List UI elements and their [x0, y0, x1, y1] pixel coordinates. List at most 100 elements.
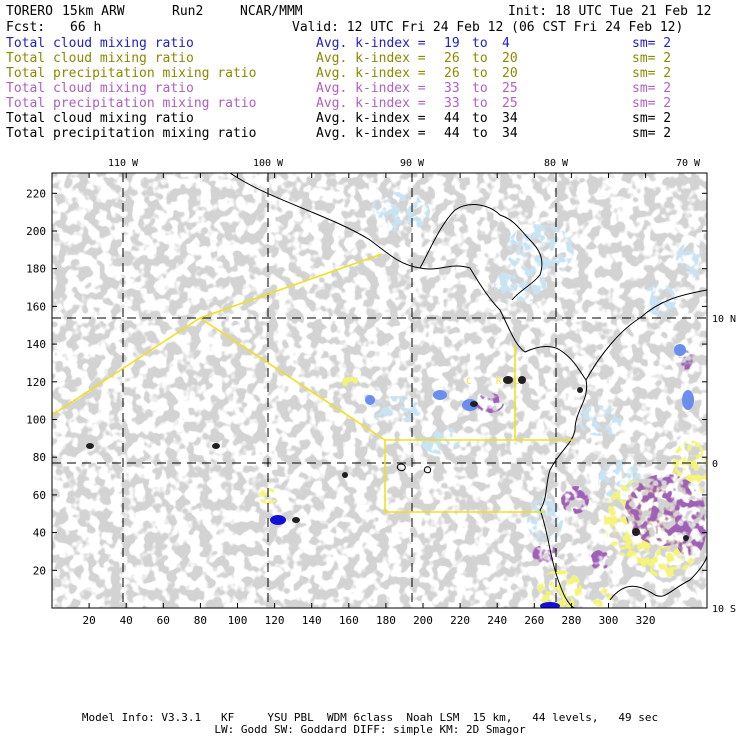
x-tick-label: 60 [157, 614, 170, 627]
y-tick-label: 100 [26, 414, 46, 427]
legend-to: to [472, 51, 488, 66]
x-tick-label: 240 [487, 614, 507, 627]
purple-patch [531, 545, 559, 565]
legend-k-to: 34 [502, 111, 518, 126]
legend-to: to [472, 96, 488, 111]
black-cloud-core [577, 387, 583, 393]
y-tick-label: 40 [33, 527, 46, 540]
axis-labels: C R C20 40 60 80 100 120 140 160 180 200 220 240 260 28… [26, 158, 736, 627]
purple-patch [674, 502, 706, 558]
blue-patch [682, 390, 694, 410]
yellow-patch [538, 570, 582, 608]
blue-patch [270, 515, 286, 525]
y-tick-label: 60 [33, 489, 46, 502]
coast-segment [229, 173, 588, 608]
x-tick-label: 180 [376, 614, 396, 627]
black-cloud-core [342, 472, 348, 478]
legend-smoothing: sm= 2 [632, 36, 672, 51]
legend-k-to: 34 [502, 126, 518, 141]
black-cloud-core [683, 535, 689, 541]
legend-k-to: 20 [502, 66, 518, 81]
fcst-label: Fcst: [6, 20, 46, 35]
legend-k-label: Avg. k-index = [316, 111, 426, 126]
longitude-label: 110 W [108, 158, 139, 169]
legend-field-name: Total cloud mixing ratio [6, 111, 194, 126]
longitude-label: 90 W [400, 158, 425, 169]
legend-smoothing: sm= 2 [632, 126, 672, 141]
purple-patch [476, 393, 504, 413]
run-label: Run2 [172, 4, 204, 19]
blue-patch [674, 344, 686, 356]
legend-smoothing: sm= 2 [632, 96, 672, 111]
lat-lon-grid [52, 173, 707, 608]
model-name: TORERO [6, 4, 53, 19]
legend-k-from: 44 [444, 126, 460, 141]
x-tick-label: 300 [599, 614, 619, 627]
legend-k-label: Avg. k-index = [316, 96, 426, 111]
legend-field-name: Total cloud mixing ratio [6, 51, 194, 66]
black-cloud-core [86, 443, 94, 449]
coast-segment [397, 463, 406, 472]
coast-segment [609, 554, 707, 601]
init-time: Init: 18 UTC Tue 21 Feb 12 [508, 4, 712, 19]
legend-field-name: Total cloud mixing ratio [6, 36, 194, 51]
coast-segment [419, 204, 543, 301]
light-blue-patch [494, 267, 546, 303]
y-tick-label: 200 [26, 225, 46, 238]
legend-field-name: Total cloud mixing ratio [6, 81, 194, 96]
black-cloud-core [292, 517, 300, 523]
gray-cloud-cover [52, 173, 707, 608]
blue-patch [433, 390, 447, 400]
yellow-patch [342, 376, 358, 388]
x-tick-label: 280 [561, 614, 581, 627]
light-blue-patch [527, 496, 563, 544]
y-tick-label: 180 [26, 263, 46, 276]
map-fields [52, 173, 707, 608]
legend-k-to: 4 [502, 36, 510, 51]
longitude-label: 80 W [544, 158, 569, 169]
y-tick-label: 160 [26, 300, 46, 313]
legend-k-label: Avg. k-index = [316, 126, 426, 141]
legend-k-label: Avg. k-index = [316, 36, 426, 51]
black-cloud-core [212, 443, 220, 449]
legend-k-label: Avg. k-index = [316, 66, 426, 81]
legend-k-from: 33 [444, 81, 460, 96]
fcst-value: 66 h [70, 20, 102, 35]
legend-to: to [472, 66, 488, 81]
x-tick-label: 140 [302, 614, 322, 627]
legend-smoothing: sm= 2 [632, 111, 672, 126]
legend-field-name: Total precipitation mixing ratio [6, 66, 257, 81]
legend-field-name: Total precipitation mixing ratio [6, 96, 257, 111]
x-tick-label: 220 [450, 614, 470, 627]
valid-time: Valid: 12 UTC Fri 24 Feb 12 (06 CST Fri … [292, 20, 684, 35]
legend-smoothing: sm= 2 [632, 66, 672, 81]
x-tick-label: 200 [413, 614, 433, 627]
x-tick-label: 260 [524, 614, 544, 627]
map-frame [51, 172, 708, 609]
legend-to: to [472, 36, 488, 51]
model-resolution: 15km ARW [62, 4, 125, 19]
axis-ticks [52, 173, 707, 608]
x-tick-label: 20 [82, 614, 95, 627]
box-label: R [496, 377, 502, 387]
legend-field-name: Total precipitation mixing ratio [6, 126, 257, 141]
y-tick-label: 120 [26, 376, 46, 389]
box-label: C [514, 377, 519, 387]
legend-smoothing: sm= 2 [632, 81, 672, 96]
black-cloud-core [632, 528, 640, 536]
y-tick-label: 140 [26, 338, 46, 351]
x-tick-label: 160 [339, 614, 359, 627]
cloud-field-black [86, 376, 689, 541]
legend-k-to: 20 [502, 51, 518, 66]
legend-k-label: Avg. k-index = [316, 81, 426, 96]
y-tick-label: 20 [33, 564, 46, 577]
light-blue-patch [370, 192, 430, 232]
cloud-field-purple [476, 350, 706, 570]
black-cloud-core [470, 401, 478, 407]
box-label: C [466, 377, 471, 387]
legend-to: to [472, 81, 488, 96]
org-label: NCAR/MMM [240, 4, 303, 19]
blue-patch [365, 395, 375, 405]
